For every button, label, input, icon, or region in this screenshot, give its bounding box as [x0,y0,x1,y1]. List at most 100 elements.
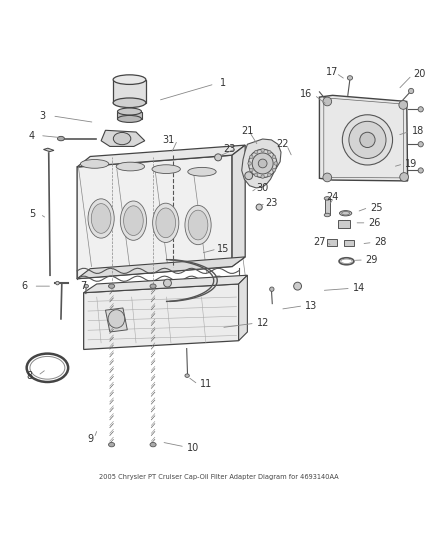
Polygon shape [232,145,245,266]
Polygon shape [43,148,54,152]
Polygon shape [106,308,127,332]
Ellipse shape [185,205,211,245]
Ellipse shape [418,168,424,173]
Text: 26: 26 [368,218,380,228]
Text: 17: 17 [326,67,339,77]
Ellipse shape [270,287,274,292]
Ellipse shape [57,136,64,141]
Circle shape [323,173,332,182]
Text: 30: 30 [257,183,269,193]
Text: 25: 25 [370,203,382,213]
Polygon shape [84,275,247,293]
Ellipse shape [88,199,114,238]
Text: 2005 Chrysler PT Cruiser Cap-Oil Filter Adapter Diagram for 4693140AA: 2005 Chrysler PT Cruiser Cap-Oil Filter … [99,473,339,480]
Bar [327,239,337,246]
Polygon shape [319,95,408,181]
Ellipse shape [188,167,216,176]
Bar [113,79,146,103]
Ellipse shape [113,133,131,144]
Circle shape [272,168,276,172]
Text: 3: 3 [39,111,45,121]
Ellipse shape [293,282,301,290]
Text: 10: 10 [187,443,199,453]
Text: 7: 7 [81,281,87,291]
Text: 24: 24 [326,192,339,201]
Ellipse shape [117,116,141,123]
Text: 15: 15 [217,244,230,254]
Circle shape [261,149,265,152]
Ellipse shape [360,132,375,148]
Ellipse shape [150,284,156,288]
Polygon shape [242,139,281,188]
Circle shape [254,173,258,176]
Text: 1: 1 [220,78,226,88]
Polygon shape [101,130,145,147]
Ellipse shape [256,204,262,210]
Ellipse shape [124,206,143,236]
Ellipse shape [409,88,414,94]
Text: 11: 11 [200,379,212,390]
Bar [117,111,141,119]
Text: 18: 18 [412,126,424,136]
Ellipse shape [152,203,179,243]
Ellipse shape [156,208,176,238]
Circle shape [268,150,271,154]
Ellipse shape [349,122,386,158]
Text: 28: 28 [374,238,387,247]
Ellipse shape [418,107,424,112]
Ellipse shape [185,374,189,377]
Ellipse shape [339,211,352,216]
Ellipse shape [117,108,141,115]
Ellipse shape [109,442,115,447]
Ellipse shape [324,213,330,217]
Text: 19: 19 [405,159,417,169]
Ellipse shape [91,204,111,233]
Text: 14: 14 [353,284,365,293]
Ellipse shape [342,212,350,215]
Circle shape [248,161,251,165]
Ellipse shape [113,98,146,108]
Text: 23: 23 [224,143,236,154]
Circle shape [250,168,253,172]
Text: 29: 29 [366,255,378,265]
Bar [344,240,354,246]
Ellipse shape [215,154,222,161]
Ellipse shape [347,76,353,80]
Ellipse shape [81,159,109,168]
Circle shape [274,161,278,165]
Text: 16: 16 [300,89,312,99]
Text: 22: 22 [276,139,289,149]
Text: 20: 20 [413,69,426,79]
Ellipse shape [252,153,273,174]
Ellipse shape [343,115,392,165]
Circle shape [254,150,258,154]
Text: 31: 31 [162,135,175,145]
Ellipse shape [56,281,59,285]
Ellipse shape [245,172,253,180]
Text: 4: 4 [28,131,34,141]
Ellipse shape [108,310,125,328]
Text: 27: 27 [313,238,326,247]
Polygon shape [239,275,247,341]
Text: 8: 8 [26,370,32,381]
Ellipse shape [109,284,115,288]
Ellipse shape [258,159,267,168]
Ellipse shape [120,201,147,240]
Ellipse shape [116,162,145,171]
Polygon shape [77,145,245,167]
Circle shape [399,101,408,109]
Text: 13: 13 [304,301,317,311]
Circle shape [272,155,276,159]
Circle shape [268,173,271,176]
Ellipse shape [418,142,424,147]
Polygon shape [77,257,245,279]
Polygon shape [84,284,239,350]
Text: 5: 5 [29,209,35,219]
Ellipse shape [248,149,277,177]
Text: 21: 21 [241,126,254,136]
Circle shape [261,175,265,179]
Circle shape [250,155,253,159]
Text: 6: 6 [21,281,28,291]
Ellipse shape [163,279,171,287]
Polygon shape [77,155,232,279]
